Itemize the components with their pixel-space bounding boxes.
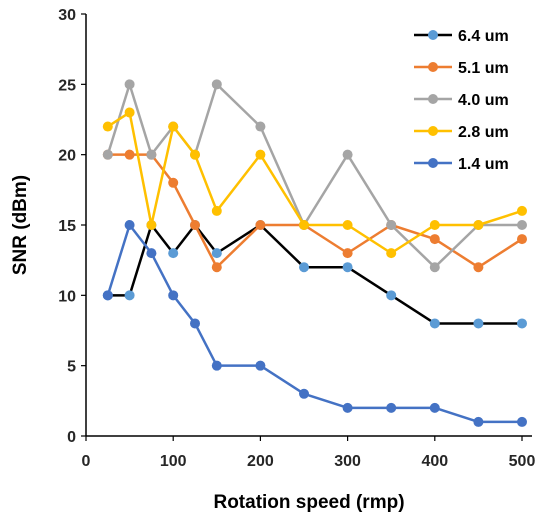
legend-swatch-marker-1-4-um [428, 158, 438, 168]
data-point-1-4-um [146, 248, 157, 259]
data-point-5-1-um [124, 149, 135, 160]
data-point-6-4-um [386, 290, 397, 301]
data-point-1-4-um [299, 388, 309, 399]
legend-label-6-4-um: 6.4 um [458, 28, 509, 45]
y-tick-label: 30 [58, 7, 76, 24]
data-point-2-8-um [168, 121, 179, 132]
data-point-1-4-um [255, 360, 266, 371]
data-point-1-4-um [211, 360, 222, 371]
data-point-6-4-um [342, 262, 353, 273]
data-point-6-4-um [124, 290, 135, 301]
data-point-4-0-um [386, 220, 397, 230]
data-point-1-4-um [517, 416, 527, 427]
x-tick-label: 300 [334, 453, 361, 470]
x-tick-label: 100 [160, 453, 187, 470]
data-point-4-0-um [102, 149, 113, 160]
data-point-1-4-um [473, 416, 484, 427]
x-tick-label: 200 [247, 453, 274, 470]
data-point-2-8-um [386, 248, 397, 259]
data-point-2-8-um [473, 220, 484, 230]
data-point-2-8-um [124, 107, 135, 118]
data-point-4-0-um [146, 149, 157, 160]
y-axis-title: SNR (dBm) [10, 175, 31, 275]
data-point-2-8-um [190, 149, 200, 160]
data-point-5-1-um [473, 262, 484, 273]
x-tick-label: 400 [421, 453, 448, 470]
data-point-1-4-um [342, 402, 353, 413]
data-point-5-1-um [429, 234, 440, 245]
data-point-4-0-um [211, 79, 222, 90]
y-tick-label: 20 [58, 148, 76, 165]
legend: 6.4 um 5.1 um 4.0 um 2.8 um 1.4 um [414, 28, 509, 173]
legend-label-2-8-um: 2.8 um [458, 124, 509, 141]
legend-label-5-1-um: 5.1 um [458, 60, 509, 77]
legend-swatch-marker-5-1-um [428, 62, 438, 72]
data-point-1-4-um [386, 402, 397, 413]
legend-label-4-0-um: 4.0 um [458, 92, 509, 109]
legend-swatch-marker-4-0-um [428, 94, 438, 104]
series-line-6-4-um [107, 223, 522, 325]
data-point-2-8-um [299, 220, 309, 230]
data-point-1-4-um [190, 318, 200, 329]
data-point-1-4-um [429, 402, 440, 413]
data-point-2-8-um [429, 220, 440, 230]
data-point-5-1-um [168, 177, 179, 188]
data-point-1-4-um [102, 290, 113, 301]
data-point-4-0-um [429, 262, 440, 273]
data-point-2-8-um [211, 205, 222, 216]
data-point-2-8-um [146, 220, 157, 230]
legend-label-1-4-um: 1.4 um [458, 156, 509, 173]
x-tick-label: 0 [82, 453, 91, 470]
data-point-4-0-um [517, 220, 527, 230]
data-point-1-4-um [124, 220, 135, 230]
y-tick-label: 25 [58, 77, 76, 94]
data-point-5-1-um [255, 220, 266, 230]
y-tick-label: 10 [58, 288, 76, 305]
data-point-6-4-um [299, 262, 309, 273]
data-point-6-4-um [517, 318, 527, 329]
data-point-2-8-um [342, 220, 353, 230]
data-point-6-4-um [429, 318, 440, 329]
x-tick-label: 500 [509, 453, 536, 470]
x-axis-title: Rotation speed (rmp) [213, 492, 404, 513]
legend-swatch-marker-2-8-um [428, 126, 438, 136]
data-point-6-4-um [168, 248, 179, 259]
series-layer [102, 79, 527, 427]
y-tick-label: 5 [67, 359, 76, 376]
y-axis-ticks: 0 5 10 15 20 25 30 [58, 7, 86, 446]
data-point-2-8-um [255, 149, 266, 160]
y-tick-label: 15 [58, 218, 76, 235]
data-point-6-4-um [211, 248, 222, 259]
data-point-4-0-um [342, 149, 353, 160]
data-point-4-0-um [255, 121, 266, 132]
data-point-5-1-um [342, 248, 353, 259]
legend-swatch-marker-6-4-um [428, 30, 438, 40]
x-axis-ticks: 0 100 200 300 400 500 [82, 436, 536, 470]
series-line-4-0-um [106, 83, 522, 269]
data-point-6-4-um [473, 318, 484, 329]
data-point-1-4-um [168, 290, 179, 301]
y-tick-label: 0 [67, 429, 76, 446]
data-point-5-1-um [190, 220, 200, 230]
data-point-5-1-um [517, 234, 527, 245]
data-point-5-1-um [211, 262, 222, 273]
data-point-2-8-um [517, 205, 527, 216]
data-point-4-0-um [124, 79, 135, 90]
data-point-2-8-um [102, 121, 113, 132]
